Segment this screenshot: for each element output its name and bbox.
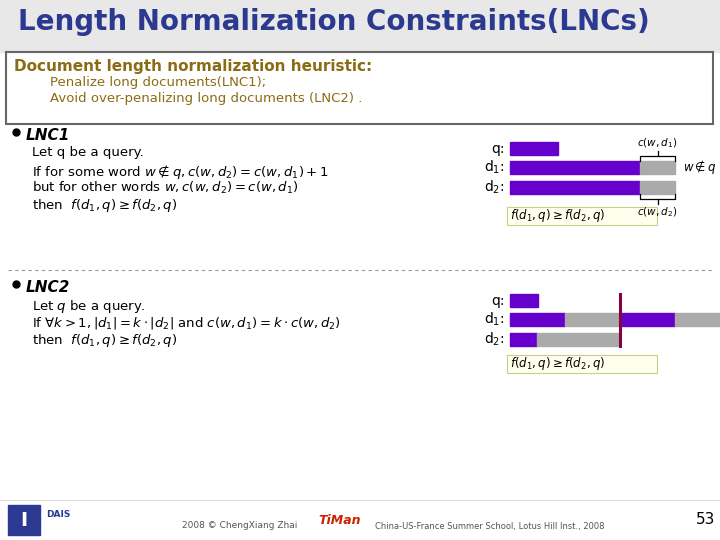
Text: $c(w,d_2)$: $c(w,d_2)$ <box>637 205 678 219</box>
Text: I: I <box>20 510 27 530</box>
Bar <box>510 313 565 326</box>
Text: Avoid over-penalizing long documents (LNC2) .: Avoid over-penalizing long documents (LN… <box>50 92 362 105</box>
Text: d$_1$:: d$_1$: <box>485 311 505 328</box>
Bar <box>510 294 538 307</box>
Text: TiMan: TiMan <box>319 514 361 526</box>
Text: Let $q$ be a query.: Let $q$ be a query. <box>32 298 145 315</box>
Text: LNC2: LNC2 <box>26 280 71 295</box>
Bar <box>0 0 720 52</box>
Text: China-US-France Summer School, Lotus Hill Inst., 2008: China-US-France Summer School, Lotus Hil… <box>375 522 605 530</box>
Text: but for other words $w, c(w,d_2)=c(w,d_1)$: but for other words $w, c(w,d_2)=c(w,d_1… <box>32 180 299 196</box>
Bar <box>537 333 618 346</box>
Text: d$_2$:: d$_2$: <box>485 331 505 348</box>
Text: LNC1: LNC1 <box>26 128 71 143</box>
Bar <box>510 181 640 194</box>
Text: q:: q: <box>492 294 505 307</box>
Bar <box>8 505 40 535</box>
Text: $f(d_1,q)\geq f(d_2,q)$: $f(d_1,q)\geq f(d_2,q)$ <box>510 207 605 225</box>
Bar <box>640 161 675 174</box>
Text: DAIS: DAIS <box>46 510 71 519</box>
Text: then  $f(d_1,q)\geq f(d_2,q)$: then $f(d_1,q)\geq f(d_2,q)$ <box>32 197 177 214</box>
Text: d$_2$:: d$_2$: <box>485 179 505 196</box>
Bar <box>510 333 537 346</box>
Bar <box>675 313 720 326</box>
Text: 53: 53 <box>696 512 716 528</box>
FancyBboxPatch shape <box>6 52 713 124</box>
Text: Length Normalization Constraints(LNCs): Length Normalization Constraints(LNCs) <box>18 8 649 36</box>
Text: If $\forall k>1, |d_1|=k\cdot|d_2|$ and $c(w,d_1)=k\cdot c(w,d_2)$: If $\forall k>1, |d_1|=k\cdot|d_2|$ and … <box>32 315 341 331</box>
Text: If for some word $w\notin q, c(w,d_2)=c(w,d_1)+1$: If for some word $w\notin q, c(w,d_2)=c(… <box>32 163 329 181</box>
Text: Penalize long documents(LNC1);: Penalize long documents(LNC1); <box>50 76 266 89</box>
Bar <box>640 181 675 194</box>
Text: $c(w,d_1)$: $c(w,d_1)$ <box>637 137 678 150</box>
Bar <box>565 313 620 326</box>
Text: d$_1$:: d$_1$: <box>485 159 505 176</box>
Text: 2008 © ChengXiang Zhai: 2008 © ChengXiang Zhai <box>182 522 297 530</box>
Bar <box>620 313 675 326</box>
Text: Document length normalization heuristic:: Document length normalization heuristic: <box>14 59 372 74</box>
Text: $f(d_1,q)\geq f(d_2,q)$: $f(d_1,q)\geq f(d_2,q)$ <box>510 355 605 373</box>
FancyBboxPatch shape <box>507 355 657 373</box>
Text: q:: q: <box>492 141 505 156</box>
FancyBboxPatch shape <box>507 207 657 225</box>
Bar <box>510 142 558 155</box>
Bar <box>510 161 640 174</box>
Text: $w\notin q$: $w\notin q$ <box>683 159 716 177</box>
Text: Let q be a query.: Let q be a query. <box>32 146 144 159</box>
Text: then  $f(d_1,q)\geq f(d_2,q)$: then $f(d_1,q)\geq f(d_2,q)$ <box>32 332 177 349</box>
